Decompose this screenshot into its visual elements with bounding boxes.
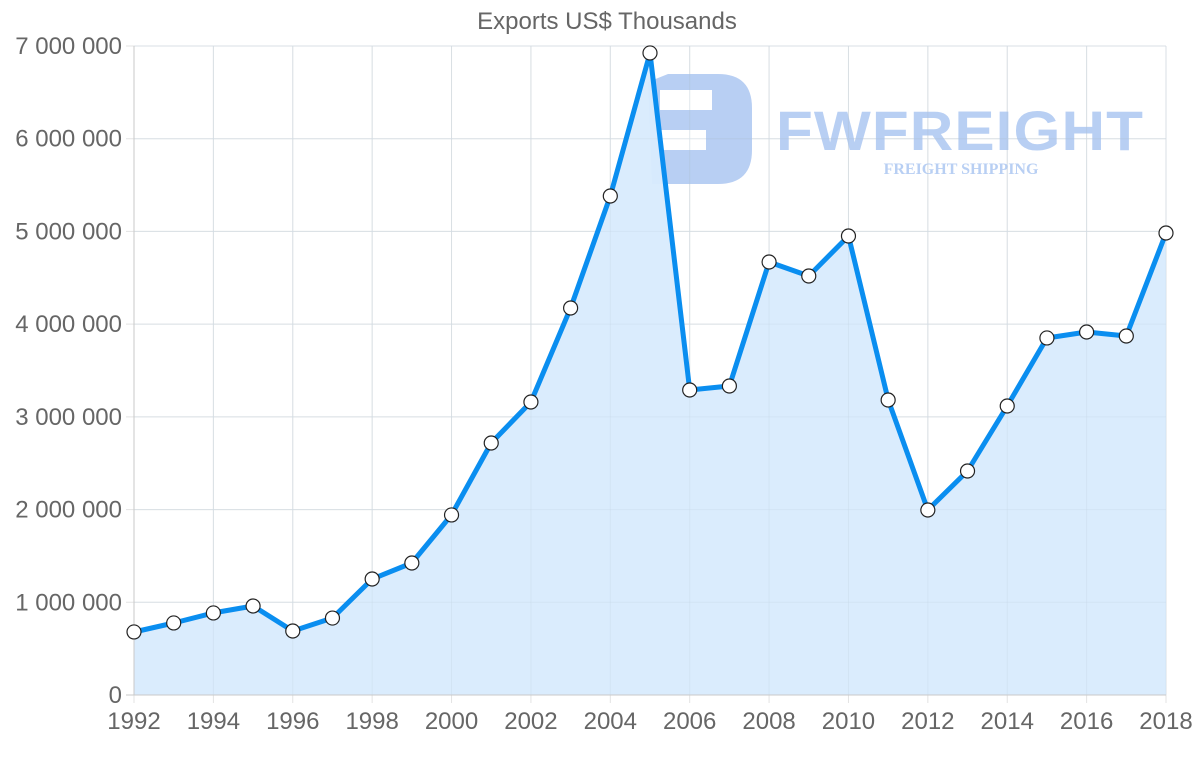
y-tick-label: 4 000 000 [15, 311, 122, 338]
data-point-1997[interactable] [324, 610, 341, 626]
data-point-2010[interactable] [840, 228, 857, 244]
data-point-2011[interactable] [880, 392, 896, 408]
data-point-1999[interactable] [404, 555, 420, 571]
data-point-2012[interactable] [920, 502, 936, 518]
data-point-2017[interactable] [1118, 328, 1134, 344]
data-point-2004[interactable] [602, 188, 618, 204]
x-tick-label: 1998 [345, 708, 398, 735]
x-tick-label: 2018 [1139, 708, 1192, 735]
x-tick-label: 2012 [901, 708, 954, 735]
y-tick-label: 0 [109, 682, 122, 709]
data-point-2008[interactable] [761, 254, 777, 270]
data-point-2001[interactable] [483, 435, 499, 451]
x-tick-label: 2006 [663, 708, 716, 735]
x-tick-label: 1992 [107, 708, 160, 735]
y-tick-label: 5 000 000 [15, 218, 122, 245]
chart-title: Exports US$ Thousands [477, 8, 737, 35]
watermark-tagline-text: FREIGHT SHIPPING [884, 161, 1039, 178]
data-point-2007[interactable] [721, 378, 737, 394]
y-tick-label: 7 000 000 [15, 33, 122, 60]
x-tick-label: 1996 [266, 708, 319, 735]
data-point-1993[interactable] [166, 615, 182, 631]
y-axis-labels: 0 1 000 000 2 000 000 3 000 000 4 000 000 5 0… [15, 33, 122, 709]
data-point-markers [126, 45, 1174, 640]
y-tick-label: 6 000 000 [15, 126, 122, 153]
data-point-2000[interactable] [443, 507, 460, 523]
data-point-2009[interactable] [801, 268, 817, 284]
x-tick-label: 2016 [1060, 708, 1113, 735]
data-point-2015[interactable] [1039, 330, 1055, 346]
y-tick-label: 2 000 000 [15, 497, 122, 524]
x-tick-label: 2004 [584, 708, 637, 735]
x-tick-label: 2008 [742, 708, 795, 735]
data-point-2013[interactable] [959, 463, 976, 479]
data-point-2002[interactable] [523, 394, 539, 410]
data-point-2016[interactable] [1079, 324, 1095, 340]
watermark-brand-text: FWFREIGHT [776, 99, 1144, 162]
data-point-1995[interactable] [245, 598, 261, 614]
axes [126, 46, 1166, 696]
data-point-1996[interactable] [285, 623, 301, 639]
data-point-2005[interactable] [642, 45, 658, 61]
data-point-1998[interactable] [364, 571, 380, 587]
data-point-2014[interactable] [999, 398, 1015, 414]
data-point-1994[interactable] [205, 605, 221, 621]
x-axis-labels: 1992 1994 1996 1998 2000 2002 2004 2006 2008 2010… [107, 708, 1192, 735]
watermark-logo: FWFREIGHT FREIGHT SHIPPING [648, 74, 1144, 184]
y-tick-label: 3 000 000 [15, 404, 122, 431]
area-fill [134, 53, 1166, 695]
x-tick-label: 2010 [822, 708, 875, 735]
x-tick-label: 2002 [504, 708, 557, 735]
data-point-2003[interactable] [563, 300, 579, 316]
y-tick-label: 1 000 000 [15, 589, 122, 616]
data-point-1992[interactable] [126, 624, 142, 640]
data-point-2006[interactable] [682, 382, 698, 398]
data-point-2018[interactable] [1158, 225, 1174, 241]
x-tick-label: 2000 [425, 708, 478, 735]
x-tick-label: 2014 [981, 708, 1034, 735]
x-tick-label: 1994 [187, 708, 240, 735]
